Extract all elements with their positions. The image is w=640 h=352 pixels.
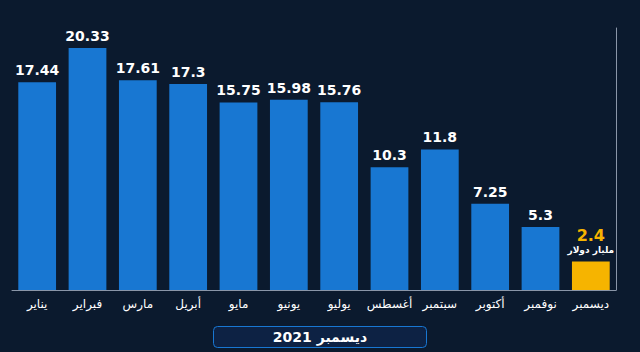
svg-text:20.33: 20.33 [65,28,109,44]
svg-text:أغسطس: أغسطس [367,296,412,312]
svg-text:أبريل: أبريل [175,296,201,312]
svg-text:7.25: 7.25 [473,184,508,200]
svg-text:15.76: 15.76 [317,82,361,98]
svg-text:5.3: 5.3 [528,207,553,223]
svg-text:يناير: يناير [26,297,48,312]
svg-text:11.8: 11.8 [423,129,458,145]
svg-text:17.61: 17.61 [116,60,160,76]
svg-text:15.75: 15.75 [216,82,260,98]
svg-text:يونيو: يونيو [276,297,300,312]
svg-text:نوفمبر: نوفمبر [523,297,556,312]
svg-text:يوليو: يوليو [327,297,351,312]
svg-text:أكتوبر: أكتوبر [475,296,505,312]
svg-text:فبراير: فبراير [72,297,102,312]
svg-text:10.3: 10.3 [372,147,407,163]
svg-text:مليار دولار: مليار دولار [566,245,614,256]
svg-text:ديسمبر 2021: ديسمبر 2021 [273,329,367,346]
svg-text:سبتمبر: سبتمبر [422,297,457,312]
svg-text:15.98: 15.98 [267,80,311,96]
svg-text:مارس: مارس [123,297,154,312]
svg-text:17.3: 17.3 [171,64,206,80]
svg-text:17.44: 17.44 [15,62,60,78]
svg-text:2.4: 2.4 [577,226,605,245]
svg-text:ديسمبر: ديسمبر [572,297,610,312]
svg-text:مايو: مايو [228,297,249,312]
